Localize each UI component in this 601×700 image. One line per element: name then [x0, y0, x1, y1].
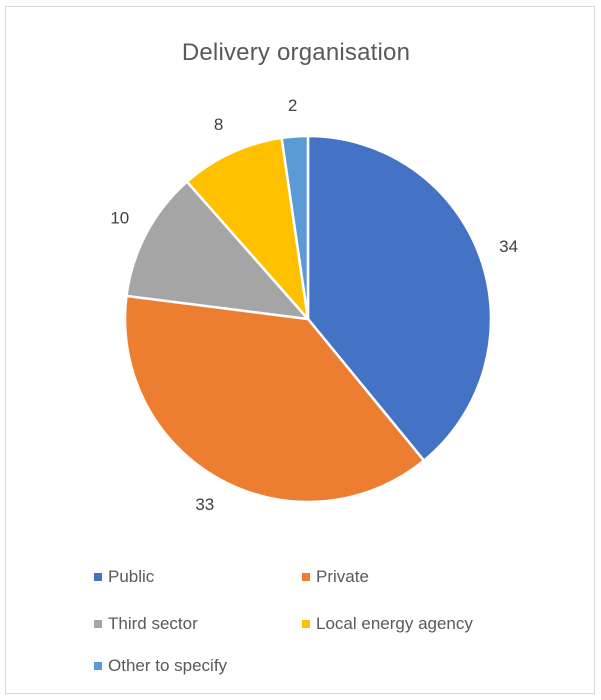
- pie-slice-other-to-specify: [280, 134, 310, 321]
- pie-data-labels: 34 33 10 8 2: [110, 96, 518, 514]
- legend-swatch-third-sector: [94, 620, 102, 628]
- pie-slices: [123, 134, 493, 504]
- legend-item-local-energy-agency: Local energy agency: [302, 614, 473, 634]
- legend-label-public: Public: [108, 567, 155, 586]
- legend-swatch-local-energy-agency: [302, 620, 310, 628]
- pie-chart: 34 33 10 8 2: [110, 96, 518, 514]
- legend-item-third-sector: Third sector: [94, 614, 198, 634]
- legend-swatch-other-to-specify: [94, 662, 102, 670]
- legend-label-private: Private: [316, 567, 369, 586]
- pie-slice-public: [306, 134, 493, 462]
- legend-label-third-sector: Third sector: [108, 614, 198, 633]
- chart-area: Delivery organisation 34 33 10 8 2 Public Pr…: [5, 6, 595, 694]
- data-label-public: 34: [499, 237, 518, 256]
- data-label-other-to-specify: 2: [288, 96, 297, 115]
- legend-label-other-to-specify: Other to specify: [108, 656, 228, 675]
- pie-slice-third-sector: [125, 180, 310, 321]
- legend-swatch-private: [302, 573, 310, 581]
- chart-title: Delivery organisation: [181, 39, 411, 66]
- legend-label-local-energy-agency: Local energy agency: [316, 614, 473, 633]
- legend-swatch-public: [94, 573, 102, 581]
- pie-slice-local-energy-agency: [185, 136, 310, 321]
- legend-item-public: Public: [94, 567, 154, 587]
- legend-item-other-to-specify: Other to specify: [94, 656, 227, 676]
- data-label-third-sector: 10: [110, 209, 129, 228]
- data-label-local-energy-agency: 8: [214, 115, 223, 134]
- pie-slice-private: [123, 294, 426, 504]
- data-label-private: 33: [195, 495, 214, 514]
- legend-item-private: Private: [302, 567, 369, 587]
